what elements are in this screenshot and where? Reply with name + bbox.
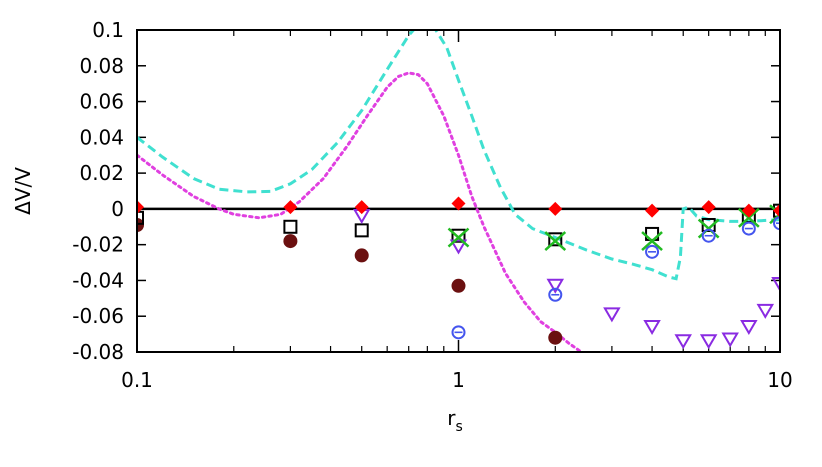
dotted-line-curve <box>137 71 584 352</box>
series-layer <box>137 30 780 352</box>
filled-circle-point-4 <box>548 330 563 345</box>
filled-diamond-point-0 <box>137 200 144 215</box>
x-axis-label-sub: s <box>455 419 462 435</box>
filled-circle-point-3 <box>451 278 466 293</box>
filled-diamond-point-6 <box>701 200 716 215</box>
open-circle-plus-point-0 <box>451 325 466 340</box>
open-circle-plus-point-3-ring <box>701 228 716 243</box>
open-circle-plus-point-3 <box>701 228 716 243</box>
open-triangle-down-point-6 <box>699 334 718 350</box>
open-circle-plus-point-1 <box>548 287 563 302</box>
series-dashed-line <box>137 30 780 281</box>
y-tick-label-8: -0.06 <box>72 304 124 328</box>
open-triangle-down-point-3 <box>603 307 621 323</box>
series-open-triangle-down <box>352 209 780 350</box>
filled-diamond-point-8 <box>773 203 780 218</box>
x-axis-label-main: r <box>447 406 456 430</box>
open-triangle-down-point-9 <box>756 303 775 319</box>
y-tick-label-4: 0.02 <box>79 161 124 185</box>
x-tick-label-1: 1 <box>452 368 465 392</box>
filled-diamond-point-4 <box>548 201 563 216</box>
open-square-point-1 <box>283 219 298 234</box>
series-cross <box>447 204 780 252</box>
series-open-square <box>137 203 780 247</box>
filled-diamond-point-7 <box>741 203 756 218</box>
x-tick-label-0: 0.1 <box>121 368 153 392</box>
filled-diamond-point-5 <box>645 203 660 218</box>
cross-point-0-stroke-b <box>447 227 470 248</box>
cross-point-1-stroke-b <box>544 231 567 252</box>
cross-point-0 <box>447 227 470 248</box>
y-tick-label-0: 0.1 <box>92 18 124 42</box>
y-tick-label-5: 0 <box>111 197 124 221</box>
open-square-point-4 <box>548 232 563 247</box>
y-tick-label-9: -0.08 <box>72 340 124 364</box>
filled-diamond-point-1 <box>283 200 298 215</box>
plot-frame <box>136 29 781 353</box>
cross-point-5-stroke-a <box>769 204 780 216</box>
open-square-point-0 <box>137 210 144 225</box>
open-triangle-down-point-7 <box>721 332 739 348</box>
open-triangle-down-point-2 <box>546 278 565 294</box>
open-triangle-down-point-5 <box>674 334 692 350</box>
y-tick-label-1: 0.08 <box>79 54 124 78</box>
ticks-layer: 0.1 0.08 0.06 0.04 0.02 0 -0.02 -0.04 -0.06 -0.08… <box>72 18 792 392</box>
x-tick-label-2: 10 <box>767 368 792 392</box>
y-axis-label: ΔV/V <box>11 167 35 215</box>
dashed-line-curve <box>137 30 780 281</box>
open-circle-plus-point-1-ring <box>548 287 563 302</box>
open-square-point-6 <box>701 217 716 232</box>
x-axis-label: rs <box>447 406 463 435</box>
cross-point-2 <box>641 231 663 252</box>
cross-point-4-stroke-b <box>738 207 760 228</box>
series-filled-circle <box>137 217 563 345</box>
open-circle-plus-point-2 <box>645 244 660 259</box>
y-tick-label-2: 0.06 <box>79 90 124 114</box>
series-filled-diamond <box>137 196 780 218</box>
cross-point-5 <box>769 204 780 225</box>
filled-circle-point-1 <box>283 234 298 249</box>
y-tick-label-7: -0.04 <box>72 268 124 292</box>
open-square-point-3 <box>451 228 466 243</box>
series-dotted-line <box>137 71 584 352</box>
series-open-circle-plus <box>451 216 780 340</box>
open-circle-plus-point-0-ring <box>451 325 466 340</box>
y-tick-label-3: 0.04 <box>79 125 124 149</box>
open-triangle-down-point-10 <box>771 277 780 293</box>
y-tick-label-6: -0.02 <box>72 233 124 257</box>
open-triangle-down-point-1 <box>449 239 468 255</box>
filled-circle-point-2 <box>354 248 369 263</box>
open-circle-plus-point-2-ring <box>645 244 660 259</box>
open-triangle-down-point-4 <box>643 319 661 335</box>
filled-diamond-point-2 <box>354 200 369 215</box>
cross-point-4 <box>738 207 760 228</box>
filled-diamond-point-3 <box>451 196 466 211</box>
open-circle-plus-point-4 <box>741 221 756 236</box>
open-square-point-2 <box>354 223 369 238</box>
cross-point-5-stroke-b <box>769 212 780 225</box>
cross-point-2-stroke-b <box>641 231 663 252</box>
open-circle-plus-point-5-ring <box>773 216 780 231</box>
open-circle-plus-point-5 <box>773 216 780 231</box>
cross-point-1 <box>544 231 567 252</box>
open-circle-plus-point-4-ring <box>741 221 756 236</box>
open-triangle-down-point-8 <box>740 319 758 335</box>
